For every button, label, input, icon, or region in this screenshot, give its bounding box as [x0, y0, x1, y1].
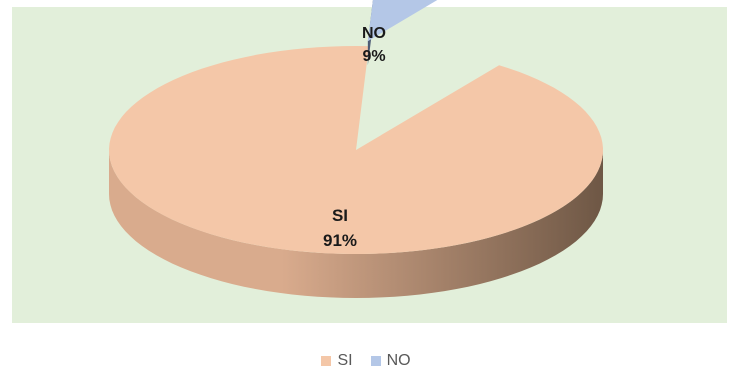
- slice-si-side: [109, 150, 603, 298]
- slice-label-no-name: NO: [362, 25, 386, 42]
- legend-label-si: SI: [337, 352, 353, 369]
- legend-swatch-no: [370, 356, 381, 366]
- slice-label-si-name: SI: [332, 206, 348, 225]
- legend-item-si: SI: [321, 352, 353, 370]
- slice-no-top: [367, 0, 438, 42]
- slice-si-top: [109, 46, 603, 254]
- legend-item-no: NO: [370, 352, 411, 370]
- legend-swatch-si: [321, 356, 332, 366]
- slice-label-no-percent: 9%: [362, 48, 385, 65]
- slice-label-si-percent: 91%: [323, 231, 357, 250]
- legend-label-no: NO: [386, 352, 411, 369]
- legend: SI NO: [0, 351, 732, 371]
